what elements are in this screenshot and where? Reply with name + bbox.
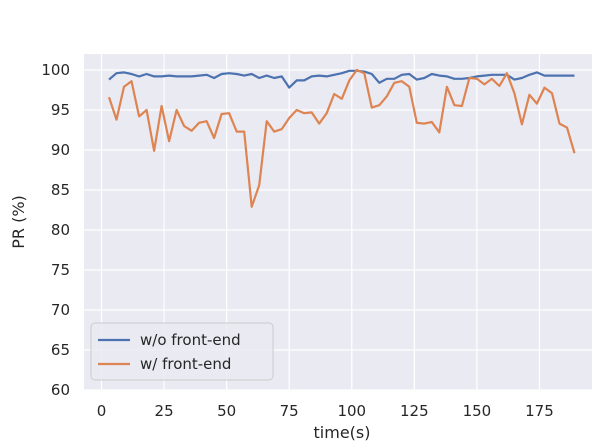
- y-tick-label: 80: [51, 221, 70, 239]
- y-tick-label: 100: [41, 61, 70, 79]
- series-lines: [107, 68, 576, 208]
- y-tick-label: 75: [51, 261, 70, 279]
- x-axis-label: time(s): [314, 423, 371, 442]
- y-tick-label: 65: [51, 341, 70, 359]
- x-tick-label: 50: [217, 402, 236, 420]
- y-tick-label: 95: [51, 101, 70, 119]
- x-tick-label: 175: [525, 402, 554, 420]
- x-tick-label: 0: [97, 402, 107, 420]
- x-tick-label: 25: [155, 402, 174, 420]
- series-line-wo-front-end: [108, 69, 575, 89]
- x-tick-label: 150: [463, 402, 492, 420]
- x-tick-label: 75: [280, 402, 299, 420]
- y-tick-label: 70: [51, 301, 70, 319]
- tick-labels: 0 25 50 75 100 125 150 175 60 65 70 75 80 85 90 95 100: [41, 61, 553, 420]
- legend-label-w-front-end: w/ front-end: [140, 355, 231, 373]
- legend-label-wo-front-end: w/o front-end: [140, 331, 241, 349]
- grid-lines: [84, 54, 592, 391]
- y-axis-label: PR (%): [9, 195, 28, 249]
- legend: w/o front-end w/ front-end: [90, 322, 274, 381]
- y-tick-label: 85: [51, 181, 70, 199]
- x-tick-label: 100: [337, 402, 366, 420]
- x-tick-label: 125: [400, 402, 429, 420]
- legend-box: [90, 322, 274, 381]
- y-tick-label: 90: [51, 141, 70, 159]
- y-tick-label: 60: [51, 381, 70, 399]
- series-line-w-front-end: [107, 68, 576, 208]
